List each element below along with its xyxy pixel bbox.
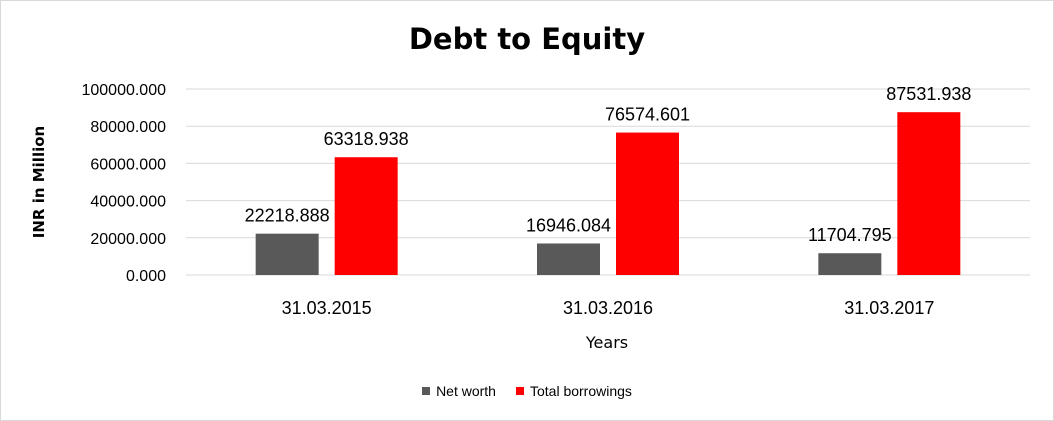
- data-label: 22218.888: [245, 206, 330, 226]
- y-axis-label: INR in Million: [30, 126, 48, 238]
- data-label: 87531.938: [886, 84, 971, 104]
- data-label: 76574.601: [605, 105, 690, 125]
- legend: Net worth Total borrowings: [0, 383, 1054, 399]
- bar-total-borrowings: [334, 157, 398, 275]
- bar-net-worth: [255, 233, 319, 275]
- legend-swatch-net-worth: [422, 387, 431, 395]
- bar-net-worth: [818, 253, 882, 275]
- data-label: 16946.084: [526, 215, 611, 235]
- bar-total-borrowings: [616, 132, 679, 275]
- legend-item-net-worth: Net worth: [422, 383, 496, 399]
- bar-total-borrowings: [897, 112, 961, 275]
- gridlines: [186, 88, 1030, 276]
- legend-label-net-worth: Net worth: [436, 383, 496, 399]
- y-tick-label: 20000.000: [90, 231, 166, 248]
- legend-swatch-total-borrowings: [515, 387, 524, 395]
- y-tick-label: 0.000: [126, 268, 166, 285]
- y-tick-label: 100000.000: [81, 82, 166, 99]
- x-tick-label: 31.03.2015: [282, 298, 372, 318]
- x-tick-label: 31.03.2017: [844, 298, 934, 318]
- x-axis-label: Years: [585, 333, 628, 352]
- data-labels: 22218.888 63318.938 16946.084 76574.601 1170…: [245, 84, 972, 245]
- bar-net-worth: [537, 243, 600, 275]
- data-label: 11704.795: [808, 225, 892, 245]
- x-axis-ticks: 31.03.2015 31.03.2016 31.03.2017: [282, 298, 935, 318]
- legend-item-total-borrowings: Total borrowings: [515, 383, 632, 399]
- data-label: 63318.938: [324, 129, 409, 149]
- chart-title: Debt to Equity: [408, 22, 646, 56]
- y-axis-ticks: 0.000 20000.000 40000.000 60000.000 80000.00…: [81, 82, 166, 285]
- y-tick-label: 40000.000: [90, 194, 166, 211]
- x-tick-label: 31.03.2016: [563, 298, 653, 318]
- y-tick-label: 80000.000: [90, 119, 166, 136]
- bars: [255, 112, 961, 275]
- legend-label-total-borrowings: Total borrowings: [529, 383, 632, 399]
- y-tick-label: 60000.000: [90, 156, 166, 173]
